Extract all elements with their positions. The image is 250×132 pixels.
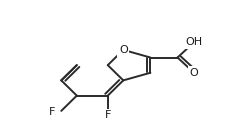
Text: O: O [190,68,198,78]
Text: O: O [119,45,128,55]
Text: F: F [104,110,111,120]
Text: OH: OH [186,37,202,47]
Text: F: F [50,107,56,117]
